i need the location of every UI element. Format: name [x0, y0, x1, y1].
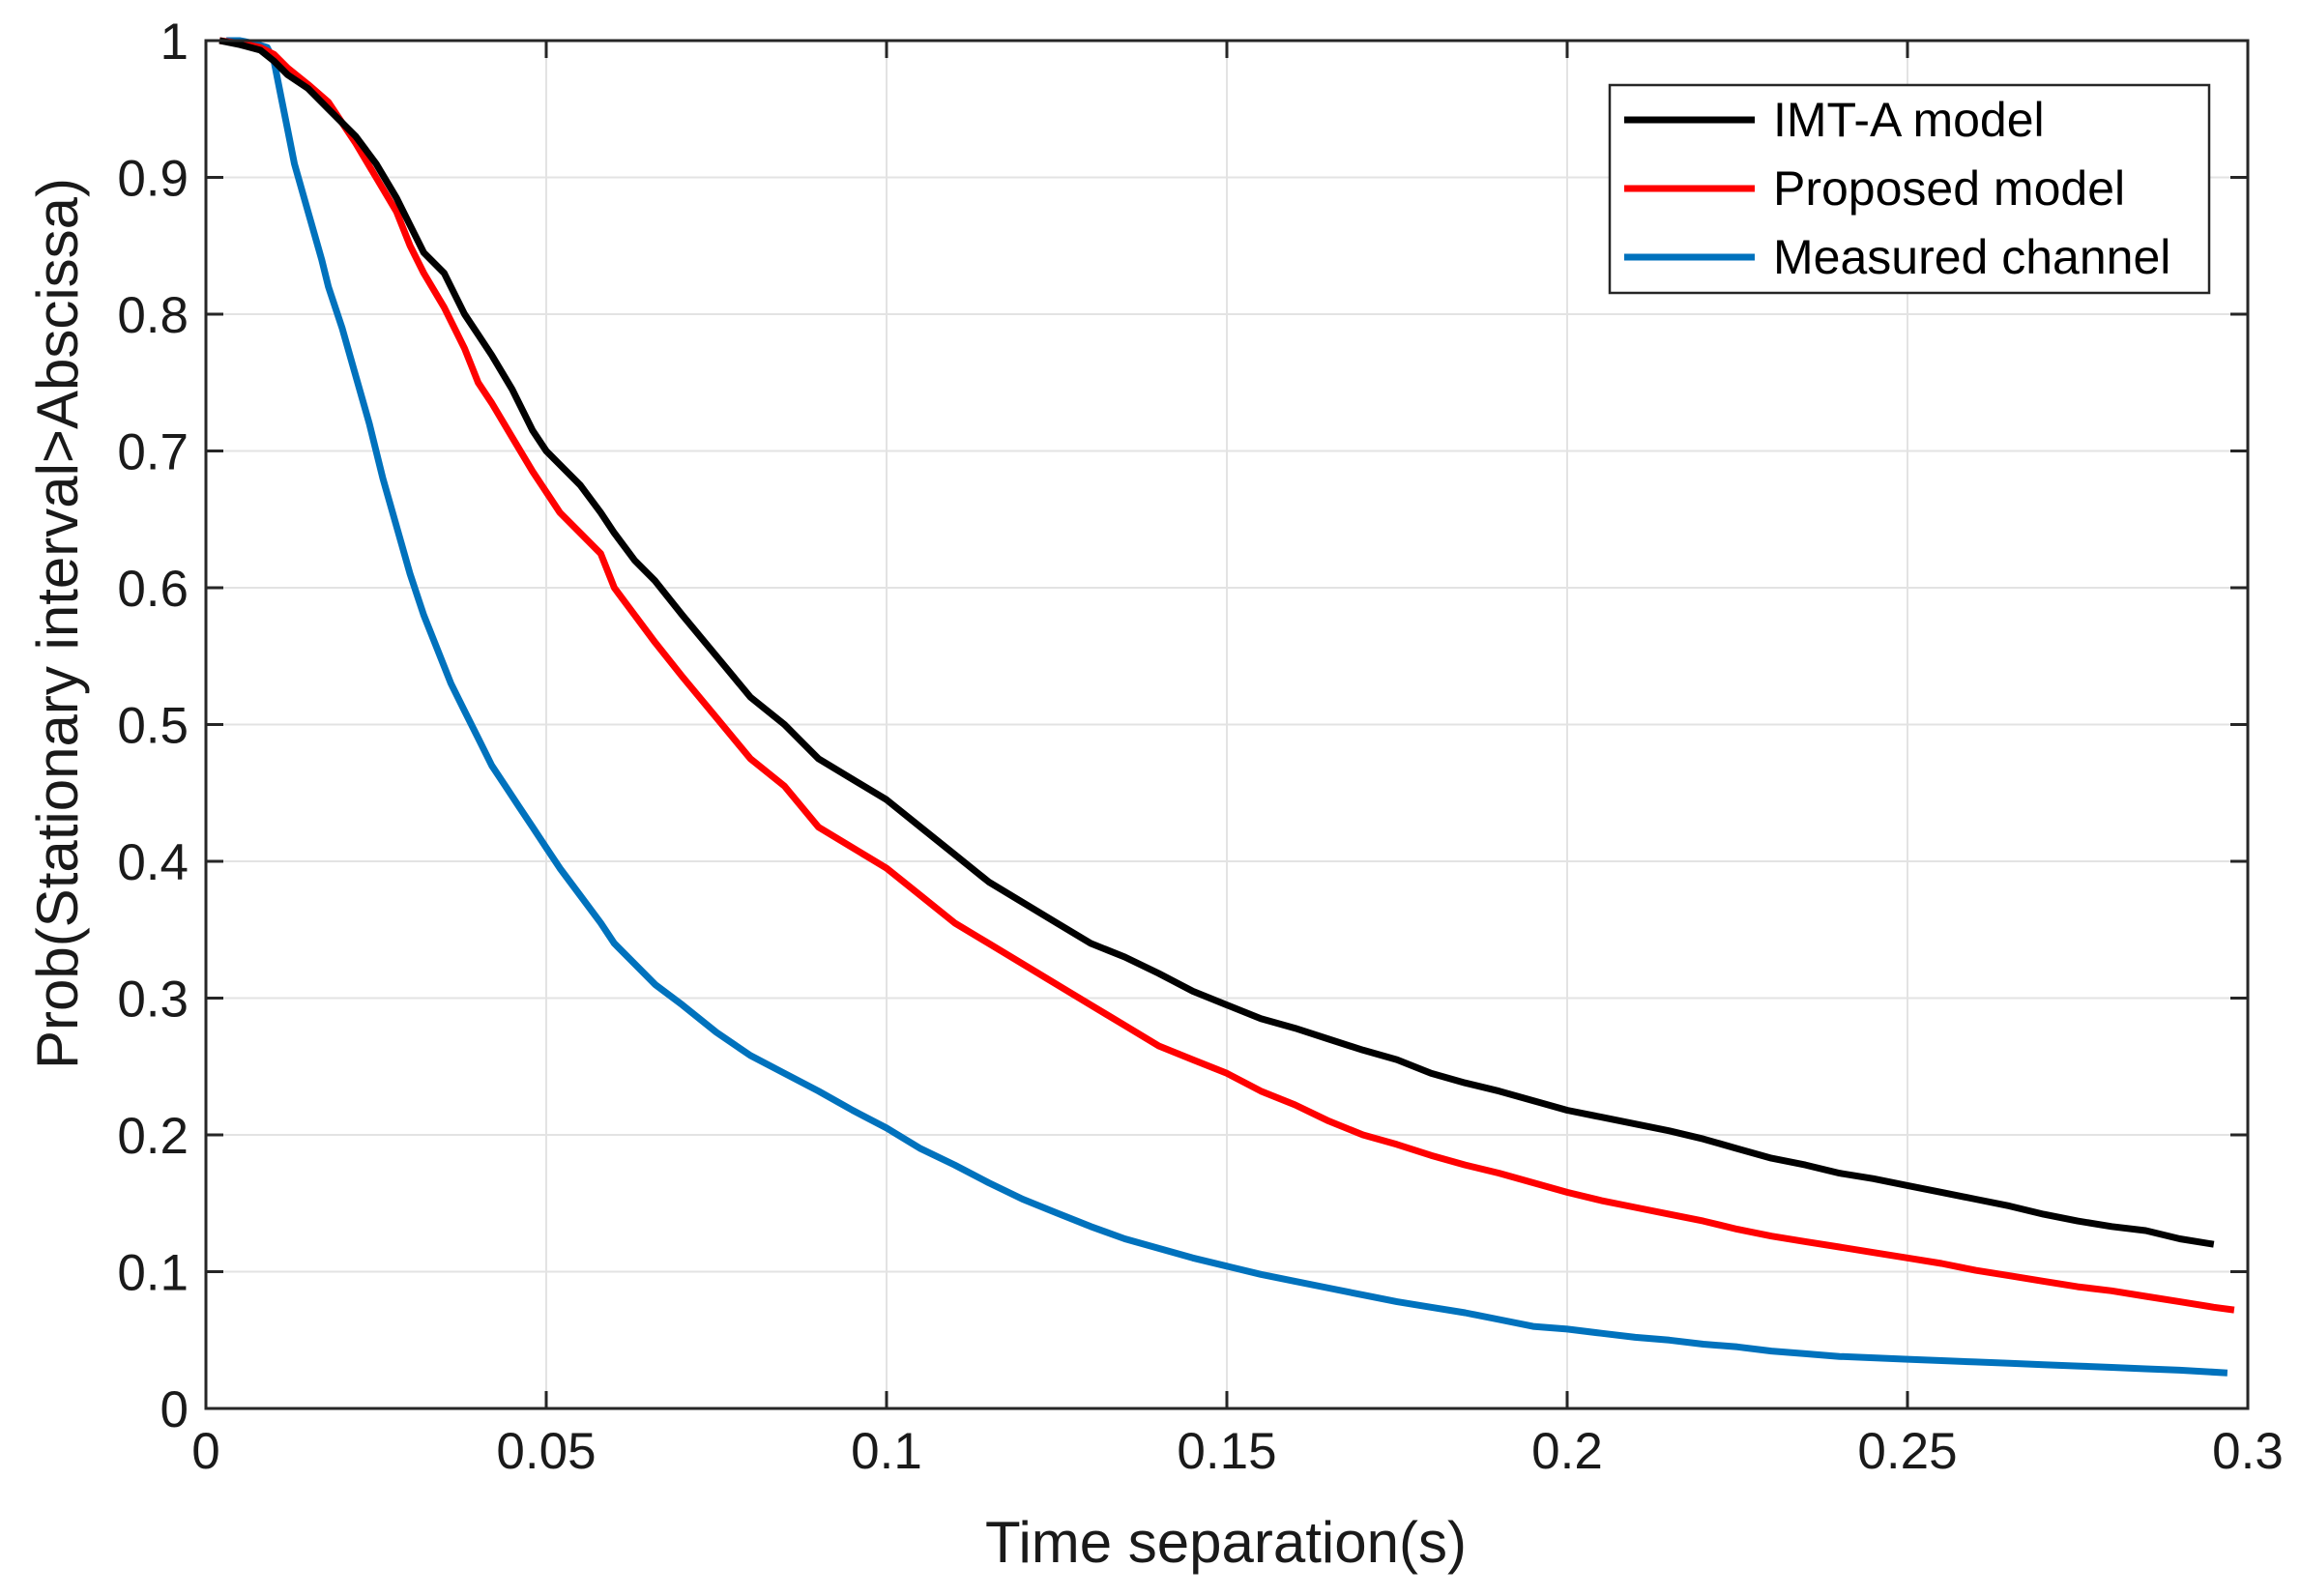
y-tick-label: 0.6 [117, 561, 189, 618]
x-tick-label: 0.1 [851, 1423, 922, 1480]
y-tick-label: 0.8 [117, 287, 189, 344]
y-tick-label: 0.7 [117, 424, 189, 481]
y-tick-label: 0.9 [117, 151, 189, 208]
y-tick-label: 0 [160, 1381, 189, 1438]
x-tick-label: 0.15 [1177, 1423, 1276, 1480]
x-axis-title: Time separation(s) [985, 1510, 1467, 1575]
legend-label-proposed: Proposed model [1773, 161, 2125, 216]
x-tick-label: 0.2 [1531, 1423, 1603, 1480]
series-line-measured-channel [226, 37, 2228, 1377]
y-tick-label: 0.3 [117, 972, 189, 1029]
y-tick-label: 0.2 [117, 1108, 189, 1165]
y-axis-title: Prob(Stationary interval>Abscissa) [25, 178, 90, 1069]
y-tick-label: 1 [160, 14, 189, 71]
legend-label-measured: Measured channel [1773, 230, 2170, 284]
y-tick-label: 0.1 [117, 1245, 189, 1302]
y-tick-label: 0.4 [117, 834, 189, 891]
axis-ticks [204, 39, 2250, 1410]
series-line-imt-a-model [218, 37, 2215, 1248]
series-lines [218, 37, 2235, 1377]
x-tick-label: 0.3 [2212, 1423, 2284, 1480]
legend-label-imt-a: IMT-A model [1773, 93, 2045, 147]
x-tick-label: 0.25 [1857, 1423, 1957, 1480]
y-axis-tick-labels: 0 0.1 0.2 0.3 0.4 0.5 0.6 0.7 0.8 0.9 1 [117, 14, 189, 1438]
y-tick-label: 0.5 [117, 698, 189, 755]
series-line-proposed-model [218, 37, 2235, 1314]
x-axis-tick-labels: 0 0.05 0.1 0.15 0.2 0.25 0.3 [191, 1423, 2284, 1480]
grid [206, 41, 2248, 1408]
legend: IMT-A model Proposed model Measured chan… [1608, 83, 2211, 295]
x-tick-label: 0.05 [496, 1423, 596, 1480]
x-tick-label: 0 [191, 1423, 219, 1480]
